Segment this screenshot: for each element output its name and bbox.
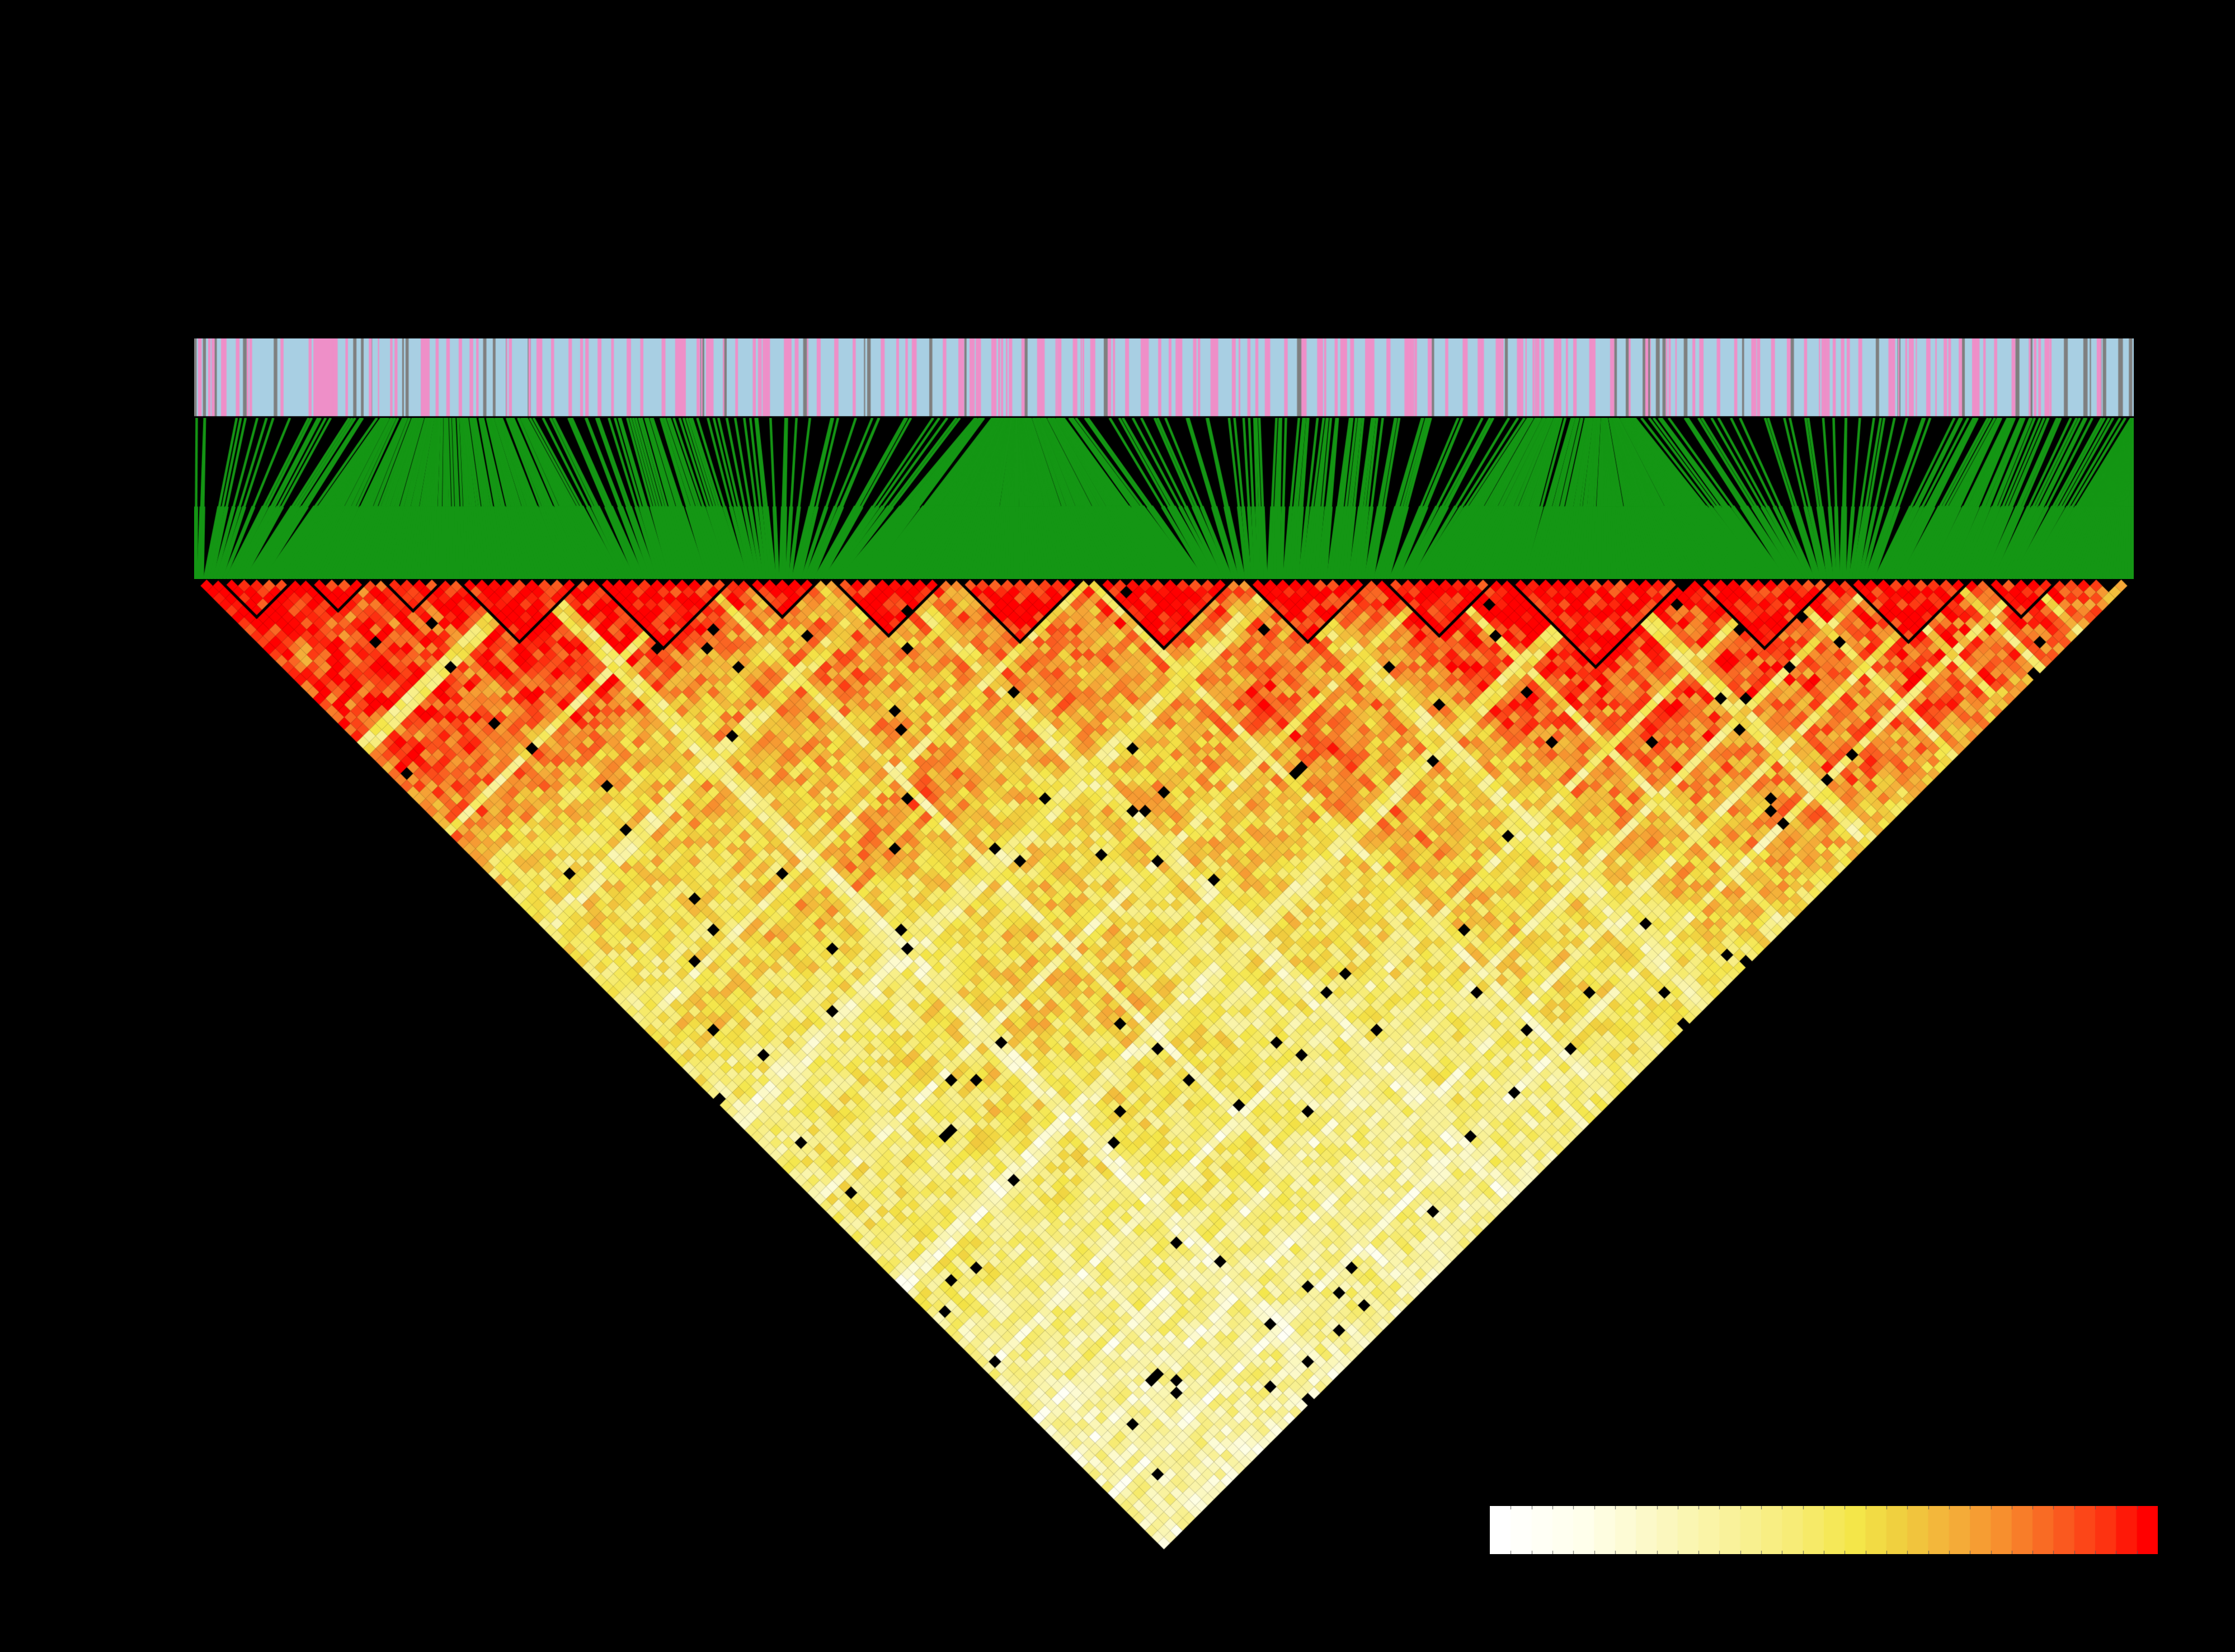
connector-fan-canvas	[194, 418, 2134, 579]
ld-heatmap-triangle	[194, 580, 2134, 1554]
snp-position-connector-fan	[194, 418, 2134, 579]
colorbar-canvas	[1490, 1506, 2158, 1554]
ld-colorbar-legend	[1490, 1506, 2158, 1554]
ld-heatmap-canvas[interactable]	[194, 580, 2134, 1554]
sample-annotation-stripe-bar	[194, 338, 2134, 417]
annotation-bar-canvas	[194, 338, 2134, 417]
